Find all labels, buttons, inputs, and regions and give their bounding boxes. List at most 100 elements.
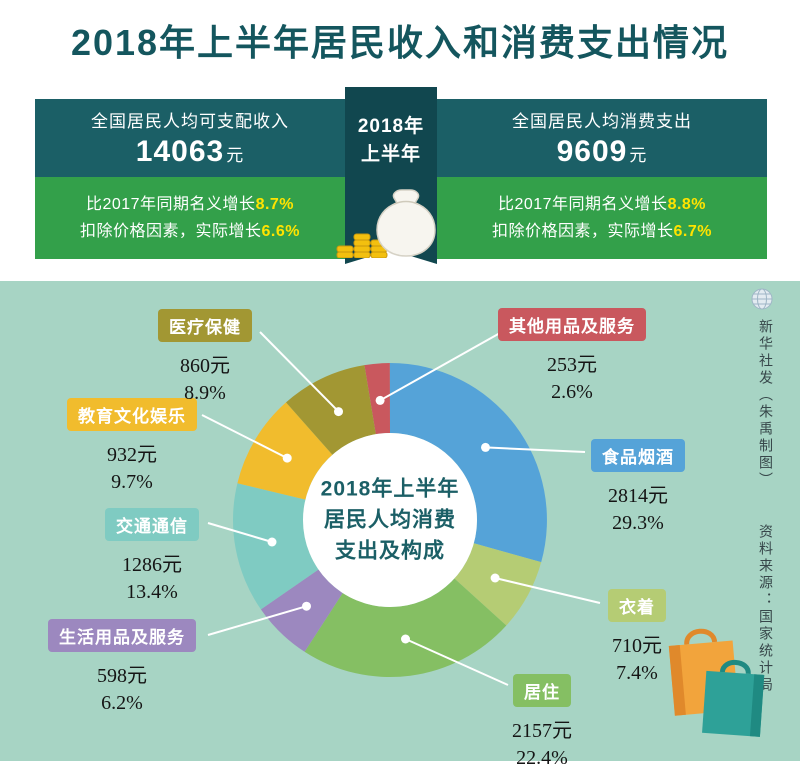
expenditure-growth1-value: 8.8% [667, 196, 707, 213]
leader-dot-7 [334, 407, 343, 417]
leader-dot-1 [481, 442, 490, 452]
slice-label-education-culture: 教育文化娱乐 932元 9.7% [67, 398, 197, 494]
leader-dot-6 [282, 453, 292, 463]
expenditure-unit: 元 [629, 146, 648, 165]
expenditure-growth2-text: 扣除价格因素，实际增长 [492, 223, 674, 240]
donut-hole [303, 433, 477, 607]
bag-shape [376, 189, 436, 257]
leader-dot-0 [375, 395, 385, 405]
slice-tag-housing: 居住 [513, 674, 571, 707]
page-title: 2018年上半年居民收入和消费支出情况 [70, 22, 730, 63]
slice-label-household-goods: 生活用品及服务 598元 6.2% [48, 619, 196, 715]
slice-value-education-culture: 932元 [107, 444, 157, 466]
expenditure-value: 9609 元 [557, 135, 648, 169]
income-growth2-value: 6.6% [261, 223, 300, 240]
slice-tag-healthcare: 医疗保健 [158, 309, 252, 342]
slice-value-household-goods: 598元 [97, 665, 147, 687]
slice-tag-other-goods: 其他用品及服务 [498, 308, 646, 341]
expenditure-growth: 比2017年同期名义增长8.8% 扣除价格因素，实际增长6.7% [437, 177, 767, 259]
ribbon-year: 2018年 [357, 116, 425, 137]
donut-slice-5 [233, 483, 319, 610]
donut-slice-2 [454, 543, 542, 626]
slice-label-other-goods: 其他用品及服务 253元 2.6% [498, 308, 646, 404]
slice-tag-transport-comm: 交通通信 [105, 508, 199, 541]
donut-slice-4 [260, 569, 343, 652]
income-value: 14063 元 [136, 135, 244, 169]
leader-line-4 [207, 605, 307, 636]
slice-tag-education-culture: 教育文化娱乐 [67, 398, 197, 431]
leader-dot-5 [267, 537, 277, 547]
slice-tag-household-goods: 生活用品及服务 [48, 619, 196, 652]
slice-percent-healthcare: 8.9% [184, 382, 226, 404]
expenditure-label: 全国居民人均消费支出 [512, 112, 692, 131]
slice-value-food-tobacco: 2814元 [608, 485, 668, 507]
money-bag-icon [336, 189, 436, 258]
income-growth2-text: 扣除价格因素，实际增长 [80, 223, 262, 240]
donut-chart [201, 331, 601, 686]
leader-line-3 [405, 638, 509, 686]
slice-label-healthcare: 医疗保健 860元 8.9% [158, 309, 252, 405]
teal-bag-icon [702, 659, 765, 737]
income-growth1-value: 8.7% [255, 196, 295, 213]
byline-text: 新华社发（朱禹制图） [757, 319, 772, 489]
slice-percent-education-culture: 9.7% [111, 471, 153, 493]
expenditure-growth2-value: 6.7% [673, 223, 712, 240]
leader-line-1 [485, 446, 586, 453]
slice-percent-transport-comm: 13.4% [126, 581, 178, 603]
donut-slice-6 [237, 402, 333, 500]
xinhua-globe-icon [751, 288, 773, 310]
summary-section: 全国居民人均可支配收入 14063 元 比2017年同期名义增长8.7% 扣除价格… [0, 62, 800, 259]
chart-center-title: 2018年上半年 居民人均消费 支出及构成 [321, 474, 460, 567]
slice-value-healthcare: 860元 [180, 355, 230, 377]
expenditure-box: 全国居民人均消费支出 9609 元 比2017年同期名义增长8.8% 扣除价格因素… [437, 99, 767, 259]
leader-line-7 [259, 331, 340, 413]
slice-percent-housing: 22.4% [516, 747, 568, 769]
leader-dot-3 [401, 634, 410, 644]
credits-column: 新华社发（朱禹制图） 资料来源：国家统计局 [754, 319, 774, 694]
expenditure-header: 全国居民人均消费支出 9609 元 [437, 99, 767, 177]
donut-slice-7 [286, 365, 376, 455]
slice-value-clothing: 710元 [612, 635, 662, 657]
leader-line-5 [207, 522, 273, 543]
donut-slice-3 [304, 578, 507, 678]
expenditure-growth1-text: 比2017年同期名义增长 [497, 196, 668, 213]
slice-tag-food-tobacco: 食品烟酒 [591, 439, 685, 472]
income-growth-line1: 比2017年同期名义增长8.7% [86, 191, 294, 218]
donut-slice-1 [389, 363, 547, 563]
leader-line-6 [201, 414, 288, 459]
slice-label-food-tobacco: 食品烟酒 2814元 29.3% [591, 439, 685, 535]
slice-percent-household-goods: 6.2% [101, 692, 143, 714]
income-label: 全国居民人均可支配收入 [91, 112, 289, 131]
income-growth-line2: 扣除价格因素，实际增长6.6% [80, 218, 300, 245]
expenditure-growth-line1: 比2017年同期名义增长8.8% [498, 191, 706, 218]
slice-value-housing: 2157元 [512, 720, 572, 742]
slice-label-clothing: 衣着 710元 7.4% [608, 589, 666, 685]
slice-percent-food-tobacco: 29.3% [612, 512, 664, 534]
income-growth: 比2017年同期名义增长8.7% 扣除价格因素，实际增长6.6% [35, 177, 345, 259]
slice-value-transport-comm: 1286元 [122, 554, 182, 576]
income-number: 14063 [135, 135, 225, 168]
leader-line-0 [379, 332, 501, 402]
center-title-line1: 2018年上半年 [320, 477, 460, 501]
slice-percent-clothing: 7.4% [616, 662, 658, 684]
leader-dot-4 [302, 601, 311, 611]
center-title-line2: 居民人均消费 [324, 508, 456, 532]
expenditure-number: 9609 [556, 135, 628, 168]
slice-tag-clothing: 衣着 [608, 589, 666, 622]
source-text: 资料来源：国家统计局 [757, 523, 772, 694]
consumption-chart-section: 2018年上半年 居民人均消费 支出及构成 其他用品及服务 253元 2.6% … [0, 281, 800, 769]
leader-line-2 [494, 577, 601, 604]
slice-value-other-goods: 253元 [547, 354, 597, 376]
income-growth1-text: 比2017年同期名义增长 [85, 196, 256, 213]
leader-dot-2 [490, 573, 500, 583]
center-title-line3: 支出及构成 [335, 539, 445, 563]
ribbon-period: 上半年 [360, 144, 421, 165]
shopping-bags-icon [668, 628, 765, 737]
income-box: 全国居民人均可支配收入 14063 元 比2017年同期名义增长8.7% 扣除价格… [35, 99, 345, 259]
income-header: 全国居民人均可支配收入 14063 元 [35, 99, 345, 177]
slice-label-housing: 居住 2157元 22.4% [512, 674, 572, 770]
slice-percent-other-goods: 2.6% [551, 381, 593, 403]
income-unit: 元 [226, 146, 245, 165]
slice-label-transport-comm: 交通通信 1286元 13.4% [105, 508, 199, 604]
